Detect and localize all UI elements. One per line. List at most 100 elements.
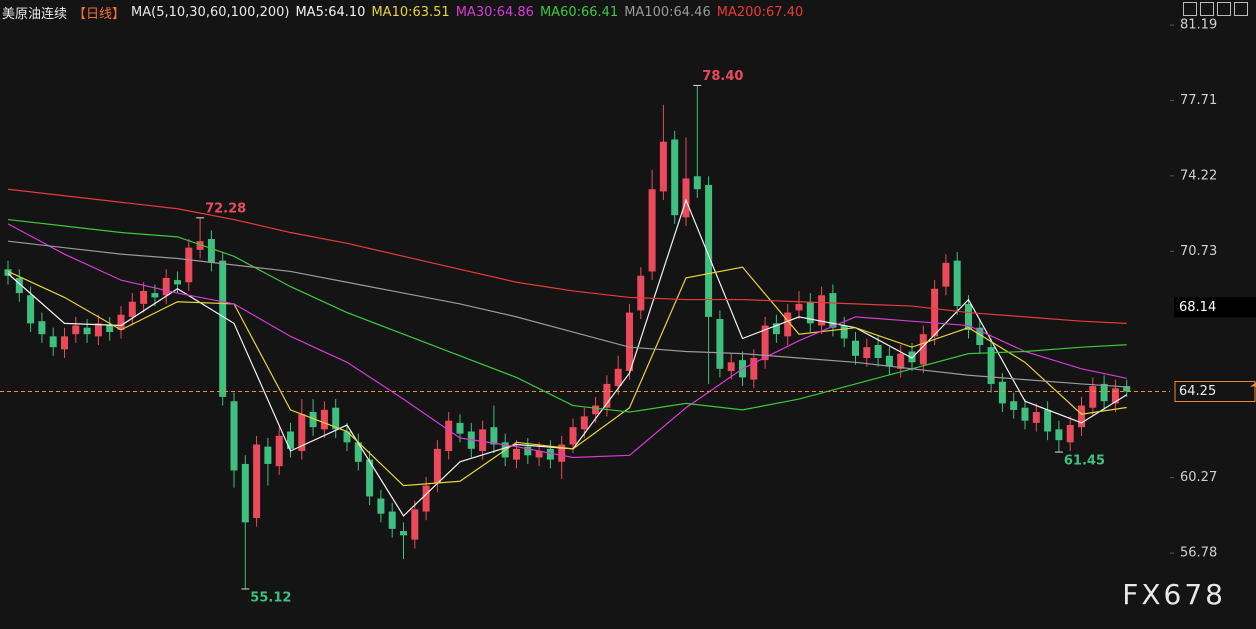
watermark: FX678 (1122, 578, 1226, 611)
candle-body (275, 435, 283, 467)
y-tick-label: 74.22 (1180, 168, 1217, 183)
candle-body (569, 427, 577, 445)
tool-button[interactable] (1200, 2, 1214, 16)
ma-line (7, 266, 1127, 487)
candle-body (558, 444, 566, 462)
candle-body (580, 416, 588, 430)
price-tag-box (1174, 297, 1256, 318)
candle-body (230, 401, 238, 471)
candle-body (659, 141, 667, 192)
candle-body (1100, 383, 1108, 402)
last-price-arrow (1250, 382, 1256, 387)
candle-body (874, 344, 882, 358)
candle-body (61, 336, 68, 350)
candle-body (106, 325, 114, 333)
candle-body (1010, 401, 1018, 410)
candle-body (117, 314, 125, 330)
candle-body (128, 301, 136, 317)
candle-body (682, 178, 690, 218)
candle-body (795, 303, 803, 311)
chart-title: 美原油连续 (2, 7, 68, 22)
candle-body (72, 325, 80, 335)
candle-body (750, 357, 758, 380)
candle-body (185, 247, 193, 283)
candle-body (772, 323, 780, 335)
candle-body (27, 295, 35, 324)
candle-body (761, 325, 769, 361)
candle-body (1123, 386, 1131, 392)
candle-body (1111, 388, 1119, 404)
candle-body (445, 420, 453, 451)
tool-button[interactable] (1183, 2, 1197, 16)
candle-body (705, 184, 713, 317)
ma-line (7, 198, 1128, 517)
candle-body (411, 509, 419, 540)
candle-body (366, 459, 374, 497)
candle-body (953, 260, 961, 307)
candle-body (1044, 409, 1052, 432)
candle-body (931, 288, 939, 337)
price-tag: 68.14 (1179, 300, 1216, 315)
candle-body (965, 303, 972, 330)
ma-line (7, 223, 1127, 459)
candle-body (377, 498, 385, 514)
candle-body (343, 431, 351, 443)
y-tick-label: 60.27 (1180, 470, 1217, 485)
y-tick-label: 77.71 (1180, 93, 1217, 108)
candle-body (852, 340, 859, 356)
candle-body (400, 531, 407, 536)
candle-body (207, 239, 215, 263)
candle-body (151, 293, 159, 298)
candle-body (49, 336, 57, 348)
legend-entry: MA30:64.86 (455, 5, 534, 20)
candle-body (998, 381, 1006, 404)
candle-body (908, 351, 916, 363)
candle-body (354, 442, 362, 462)
candle-body (513, 448, 520, 460)
candle-body (479, 429, 487, 451)
candle-body (603, 383, 611, 408)
extreme-label: 72.28 (205, 201, 246, 216)
candle-body (592, 405, 600, 415)
candle-body (94, 323, 102, 337)
candle-body (648, 189, 656, 272)
extreme-label: 55.12 (250, 590, 291, 605)
candle-body (287, 431, 294, 449)
candle-body (987, 347, 995, 384)
candle-body (320, 409, 328, 430)
y-tick-label: 56.78 (1180, 546, 1217, 561)
candle-body (942, 262, 950, 287)
candle-body (388, 511, 396, 529)
candle-body (897, 353, 905, 369)
candle-body (219, 260, 227, 397)
tool-button[interactable] (1234, 2, 1248, 16)
candle-body (1066, 425, 1074, 443)
candle-body (1055, 429, 1063, 441)
legend-entry: MA5:64.10 (295, 5, 366, 20)
price-tag-box (1174, 381, 1256, 403)
candle-body (546, 448, 554, 460)
candle-body (727, 362, 735, 371)
candle-body (196, 241, 204, 250)
y-tick-label: 70.73 (1180, 244, 1217, 259)
indicator[interactable]: MA(5,10,30,60,100,200) (131, 5, 290, 20)
candle-body (241, 463, 249, 523)
candle-body (671, 139, 679, 216)
candle-body (309, 412, 317, 428)
legend-entry: MA60:66.41 (539, 5, 619, 20)
extreme-label: 61.45 (1064, 454, 1105, 469)
candle-body (332, 407, 340, 430)
period[interactable]: 【日线】 (73, 7, 126, 22)
candle-body (15, 277, 23, 294)
candle-body (83, 327, 91, 335)
candle-body (818, 295, 826, 326)
candle-body (253, 444, 261, 519)
tool-button[interactable] (1217, 2, 1231, 16)
candle-body (140, 290, 148, 304)
candle-body (840, 325, 848, 339)
candle-body (919, 334, 927, 365)
candle-body (422, 485, 430, 512)
extreme-label: 78.40 (702, 69, 743, 84)
candle-body (784, 312, 792, 337)
